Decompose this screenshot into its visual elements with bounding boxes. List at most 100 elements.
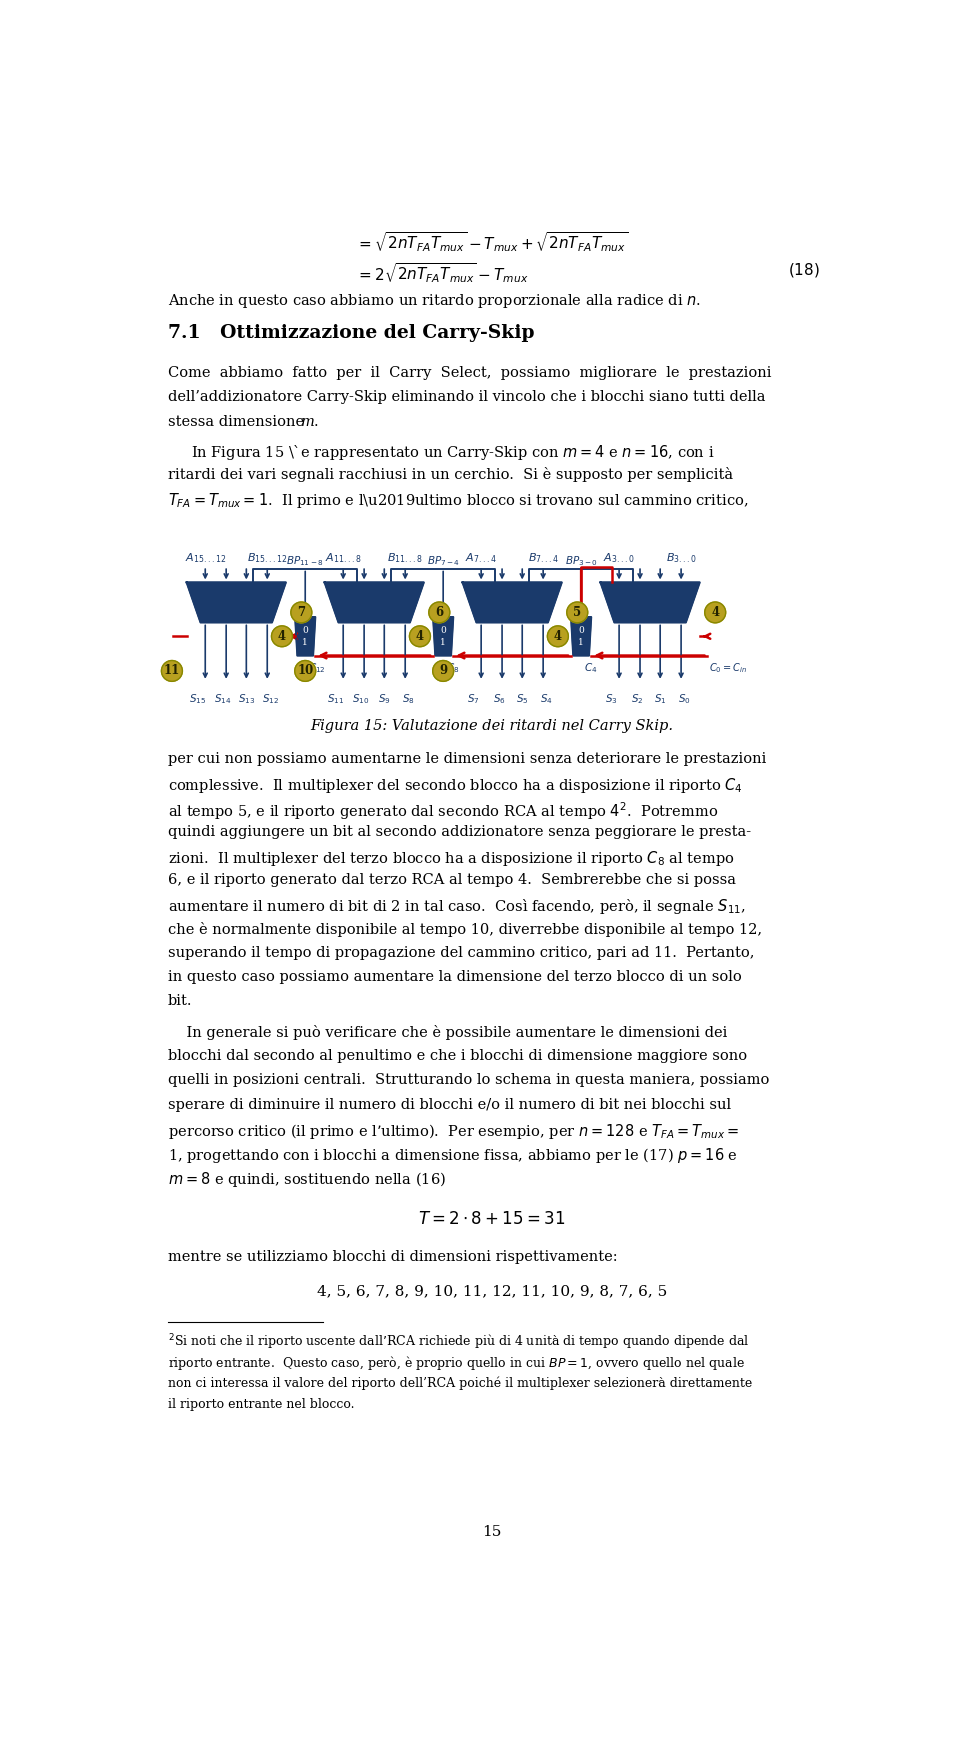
Text: 15: 15 bbox=[482, 1526, 502, 1540]
Text: $BP_{7-4}$: $BP_{7-4}$ bbox=[426, 554, 460, 568]
Text: $C_{12}$: $C_{12}$ bbox=[308, 661, 326, 675]
Text: il riporto entrante nel blocco.: il riporto entrante nel blocco. bbox=[168, 1398, 354, 1412]
Text: $S_{10}$: $S_{10}$ bbox=[352, 693, 370, 707]
Circle shape bbox=[295, 661, 316, 681]
Circle shape bbox=[429, 602, 450, 623]
Text: bit.: bit. bbox=[168, 995, 193, 1009]
Text: $S_{14}$: $S_{14}$ bbox=[214, 693, 231, 707]
Text: $S_5$: $S_5$ bbox=[516, 693, 529, 707]
Text: $S_9$: $S_9$ bbox=[378, 693, 391, 707]
Polygon shape bbox=[463, 582, 562, 623]
Text: quindi aggiungere un bit al secondo addizionatore senza peggiorare le presta-: quindi aggiungere un bit al secondo addi… bbox=[168, 824, 751, 838]
Text: 0: 0 bbox=[441, 626, 446, 635]
Text: superando il tempo di propagazione del cammino critico, pari ad 11.  Pertanto,: superando il tempo di propagazione del c… bbox=[168, 945, 755, 959]
Text: 4: 4 bbox=[711, 605, 719, 619]
Text: ritardi dei vari segnali racchiusi in un cerchio.  Si è supposto per semplicità: ritardi dei vari segnali racchiusi in un… bbox=[168, 467, 733, 482]
Text: .: . bbox=[314, 414, 319, 428]
Text: $C_4$: $C_4$ bbox=[585, 661, 598, 675]
Circle shape bbox=[705, 602, 726, 623]
Text: $B_{3...0}$: $B_{3...0}$ bbox=[665, 551, 697, 565]
Text: $S_4$: $S_4$ bbox=[540, 693, 553, 707]
Text: in questo caso possiamo aumentare la dimensione del terzo blocco di un solo: in questo caso possiamo aumentare la dim… bbox=[168, 970, 742, 984]
Text: 7.1   Ottimizzazione del Carry-Skip: 7.1 Ottimizzazione del Carry-Skip bbox=[168, 324, 535, 342]
Text: $C_0{=}C_{in}$: $C_0{=}C_{in}$ bbox=[709, 661, 747, 675]
Polygon shape bbox=[571, 617, 591, 656]
Text: 1: 1 bbox=[441, 637, 446, 647]
Polygon shape bbox=[324, 582, 423, 623]
Text: 6: 6 bbox=[435, 605, 444, 619]
Text: Figura 15: Valutazione dei ritardi nel Carry Skip.: Figura 15: Valutazione dei ritardi nel C… bbox=[310, 719, 674, 733]
Text: $S_0$: $S_0$ bbox=[678, 693, 690, 707]
Text: $S_1$: $S_1$ bbox=[654, 693, 666, 707]
Text: 4: 4 bbox=[554, 630, 562, 642]
Text: 10: 10 bbox=[297, 665, 313, 677]
Text: $S_{13}$: $S_{13}$ bbox=[238, 693, 255, 707]
Text: $S_{12}$: $S_{12}$ bbox=[262, 693, 278, 707]
Text: 1: 1 bbox=[578, 637, 584, 647]
Polygon shape bbox=[186, 582, 286, 623]
Text: $A_{3...0}$: $A_{3...0}$ bbox=[603, 551, 635, 565]
Circle shape bbox=[272, 626, 293, 647]
Text: 4: 4 bbox=[277, 630, 286, 642]
Circle shape bbox=[547, 626, 568, 647]
Text: zioni.  Il multiplexer del terzo blocco ha a disposizione il riporto $C_8$ al te: zioni. Il multiplexer del terzo blocco h… bbox=[168, 849, 734, 868]
Text: ${}^2$Si noti che il riporto uscente dall’RCA richiede più di 4 unità di tempo q: ${}^2$Si noti che il riporto uscente dal… bbox=[168, 1333, 750, 1352]
Text: $S_{11}$: $S_{11}$ bbox=[326, 693, 344, 707]
Text: non ci interessa il valore del riporto dell’RCA poiché il multiplexer selezioner: non ci interessa il valore del riporto d… bbox=[168, 1377, 753, 1389]
Text: 4, 5, 6, 7, 8, 9, 10, 11, 12, 11, 10, 9, 8, 7, 6, 5: 4, 5, 6, 7, 8, 9, 10, 11, 12, 11, 10, 9,… bbox=[317, 1284, 667, 1298]
Text: $S_3$: $S_3$ bbox=[605, 693, 617, 707]
Text: riporto entrante.  Questo caso, però, è proprio quello in cui $BP = 1$, ovvero q: riporto entrante. Questo caso, però, è p… bbox=[168, 1354, 745, 1372]
Text: $= 2\sqrt{2nT_{FA}T_{mux}} - T_{mux}$: $= 2\sqrt{2nT_{FA}T_{mux}} - T_{mux}$ bbox=[356, 261, 529, 286]
Polygon shape bbox=[295, 617, 315, 656]
Text: 7: 7 bbox=[298, 605, 305, 619]
Text: $T_{FA} = T_{mux} = 1$.  Il primo e l\u2019ultimo blocco si trovano sul cammino : $T_{FA} = T_{mux} = 1$. Il primo e l\u20… bbox=[168, 491, 749, 510]
Text: $S_6$: $S_6$ bbox=[492, 693, 505, 707]
Text: mentre se utilizziamo blocchi di dimensioni rispettivamente:: mentre se utilizziamo blocchi di dimensi… bbox=[168, 1251, 617, 1265]
Text: $C_8$: $C_8$ bbox=[446, 661, 460, 675]
Text: per cui non possiamo aumentarne le dimensioni senza deteriorare le prestazioni: per cui non possiamo aumentarne le dimen… bbox=[168, 752, 766, 766]
Text: $A_{7...4}$: $A_{7...4}$ bbox=[466, 551, 497, 565]
Text: $S_{15}$: $S_{15}$ bbox=[189, 693, 206, 707]
Text: al tempo 5, e il riporto generato dal secondo RCA al tempo $4^2$.  Potremmo: al tempo 5, e il riporto generato dal se… bbox=[168, 800, 718, 823]
Text: blocchi dal secondo al penultimo e che i blocchi di dimensione maggiore sono: blocchi dal secondo al penultimo e che i… bbox=[168, 1049, 747, 1063]
Circle shape bbox=[161, 661, 182, 681]
Text: $S_7$: $S_7$ bbox=[468, 693, 480, 707]
Text: $m = 8$ e quindi, sostituendo nella (16): $m = 8$ e quindi, sostituendo nella (16) bbox=[168, 1170, 446, 1189]
Polygon shape bbox=[433, 617, 453, 656]
Text: $A_{11...8}$: $A_{11...8}$ bbox=[325, 551, 361, 565]
Text: $B_{11...8}$: $B_{11...8}$ bbox=[387, 551, 423, 565]
Text: 5: 5 bbox=[573, 605, 582, 619]
Text: 1: 1 bbox=[302, 637, 308, 647]
Text: 4: 4 bbox=[416, 630, 424, 642]
Text: $A_{15...12}$: $A_{15...12}$ bbox=[184, 551, 226, 565]
Text: Anche in questo caso abbiamo un ritardo proporzionale alla radice di $n$.: Anche in questo caso abbiamo un ritardo … bbox=[168, 293, 701, 310]
Text: 0: 0 bbox=[302, 626, 308, 635]
Circle shape bbox=[566, 602, 588, 623]
Text: $S_8$: $S_8$ bbox=[402, 693, 415, 707]
Text: stessa dimensione: stessa dimensione bbox=[168, 414, 309, 428]
Text: Come  abbiamo  fatto  per  il  Carry  Select,  possiamo  migliorare  le  prestaz: Come abbiamo fatto per il Carry Select, … bbox=[168, 367, 772, 381]
Text: sperare di diminuire il numero di blocchi e/o il numero di bit nei blocchi sul: sperare di diminuire il numero di blocch… bbox=[168, 1098, 732, 1112]
Circle shape bbox=[291, 602, 312, 623]
Text: $(18)$: $(18)$ bbox=[788, 261, 820, 279]
Text: percorso critico (il primo e l’ultimo).  Per esempio, per $n = 128$ e $T_{FA} = : percorso critico (il primo e l’ultimo). … bbox=[168, 1123, 739, 1140]
Text: In Figura 15 \`e rappresentato un Carry-Skip con $m = 4$ e $n = 16$, con i: In Figura 15 \`e rappresentato un Carry-… bbox=[191, 442, 715, 461]
Text: $= \sqrt{2nT_{FA}T_{mux}} - T_{mux} + \sqrt{2nT_{FA}T_{mux}}$: $= \sqrt{2nT_{FA}T_{mux}} - T_{mux} + \s… bbox=[356, 230, 629, 254]
Text: aumentare il numero di bit di 2 in tal caso.  Così facendo, però, il segnale $S_: aumentare il numero di bit di 2 in tal c… bbox=[168, 898, 746, 916]
Text: $BP_{11-8}$: $BP_{11-8}$ bbox=[286, 554, 324, 568]
Circle shape bbox=[410, 626, 430, 647]
Text: $B_{7...4}$: $B_{7...4}$ bbox=[528, 551, 559, 565]
Text: 9: 9 bbox=[439, 665, 447, 677]
Polygon shape bbox=[601, 582, 700, 623]
Text: 1, progettando con i blocchi a dimensione fissa, abbiamo per le (17) $p = 16$ e: 1, progettando con i blocchi a dimension… bbox=[168, 1145, 738, 1165]
Text: $S_2$: $S_2$ bbox=[631, 693, 643, 707]
Text: complessive.  Il multiplexer del secondo blocco ha a disposizione il riporto $C_: complessive. Il multiplexer del secondo … bbox=[168, 775, 743, 795]
Text: $BP_{3-0}$: $BP_{3-0}$ bbox=[564, 554, 598, 568]
Text: m: m bbox=[301, 414, 315, 428]
Text: $B_{15...12}$: $B_{15...12}$ bbox=[247, 551, 288, 565]
Text: 11: 11 bbox=[164, 665, 180, 677]
Text: $T = 2 \cdot 8 + 15 = 31$: $T = 2 \cdot 8 + 15 = 31$ bbox=[419, 1212, 565, 1228]
Text: In generale si può verificare che è possibile aumentare le dimensioni dei: In generale si può verificare che è poss… bbox=[168, 1024, 728, 1040]
Circle shape bbox=[433, 661, 454, 681]
Text: che è normalmente disponibile al tempo 10, diverrebbe disponibile al tempo 12,: che è normalmente disponibile al tempo 1… bbox=[168, 921, 762, 937]
